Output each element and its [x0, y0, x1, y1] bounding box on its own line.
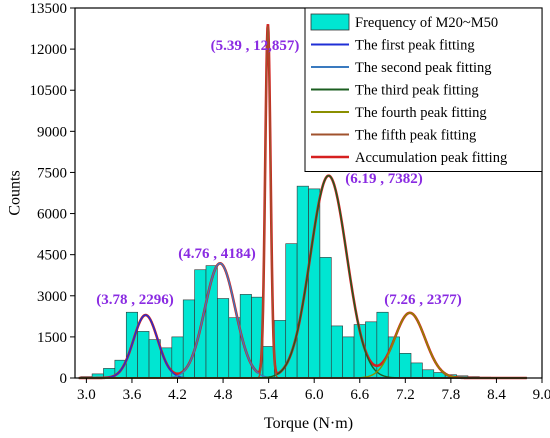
peak-annotation: (7.26 , 2377) — [384, 292, 462, 308]
y-axis-label: Counts — [7, 170, 24, 215]
x-tick-label: 6.0 — [305, 387, 324, 403]
x-tick-label: 3.0 — [77, 387, 96, 403]
x-tick-label: 7.2 — [396, 387, 415, 403]
histogram-bar — [319, 257, 332, 379]
y-tick-label: 3000 — [37, 289, 67, 305]
histogram-bar — [217, 298, 230, 379]
y-tick-label: 9000 — [37, 124, 67, 140]
y-axis: 0 1500 3000 4500 6000 7500 9000 10500 12000 13500 — [30, 1, 75, 387]
histogram-bar — [422, 369, 435, 379]
legend-swatch-histogram — [310, 13, 350, 31]
x-tick-label: 3.6 — [123, 387, 142, 403]
legend-label: The third peak fitting — [355, 83, 479, 99]
legend-label: The first peak fitting — [355, 38, 475, 54]
legend-label: The fourth peak fitting — [355, 105, 487, 121]
x-tick-label: 4.2 — [168, 387, 187, 403]
histogram-bar — [308, 188, 321, 379]
peak-annotation: (6.19 , 7382) — [345, 171, 423, 187]
y-tick-label: 10500 — [30, 83, 68, 99]
legend: Frequency of M20~M50 The first peak fitti… — [304, 7, 543, 172]
legend-label: The fifth peak fitting — [355, 128, 476, 144]
legend-label: Accumulation peak fitting — [355, 150, 507, 166]
histogram-bars — [80, 185, 526, 379]
histogram-bar — [376, 311, 389, 379]
peak-annotation: (5.39 , 12,857) — [211, 38, 300, 54]
x-tick-label: 9.0 — [533, 387, 550, 403]
x-tick-label: 6.6 — [350, 387, 369, 403]
x-tick-label: 7.8 — [442, 387, 461, 403]
y-tick-label: 13500 — [30, 1, 68, 17]
histogram-bar — [330, 325, 343, 379]
x-axis-label: Torque (N·m) — [264, 415, 353, 432]
y-tick-label: 12000 — [30, 42, 68, 58]
peak-annotations: (5.39 , 12,857) (6.19 , 7382) (4.76 , 4184… — [96, 38, 462, 308]
histogram-bar — [137, 331, 150, 379]
histogram-bar — [342, 336, 355, 379]
peak-annotation: (4.76 , 4184) — [178, 246, 256, 262]
y-tick-label: 1500 — [37, 330, 67, 346]
histogram-bar — [399, 353, 412, 379]
y-tick-label: 6000 — [37, 207, 67, 223]
x-tick-label: 8.4 — [487, 387, 506, 403]
legend-label: Frequency of M20~M50 — [355, 15, 498, 31]
x-axis: 3.0 3.6 4.2 4.8 5.4 6.0 6.6 7.2 7.8 8.4 9.0 — [77, 378, 550, 403]
histogram-bar — [285, 243, 298, 379]
y-tick-label: 4500 — [37, 248, 67, 264]
legend-label: The second peak fitting — [355, 60, 492, 76]
y-tick-label: 0 — [60, 371, 68, 387]
histogram-bar — [410, 362, 423, 379]
y-tick-label: 7500 — [37, 165, 67, 181]
histogram-bar — [262, 346, 275, 379]
x-tick-label: 5.4 — [259, 387, 278, 403]
x-tick-label: 4.8 — [214, 387, 233, 403]
peak-annotation: (3.78 , 2296) — [96, 292, 174, 308]
